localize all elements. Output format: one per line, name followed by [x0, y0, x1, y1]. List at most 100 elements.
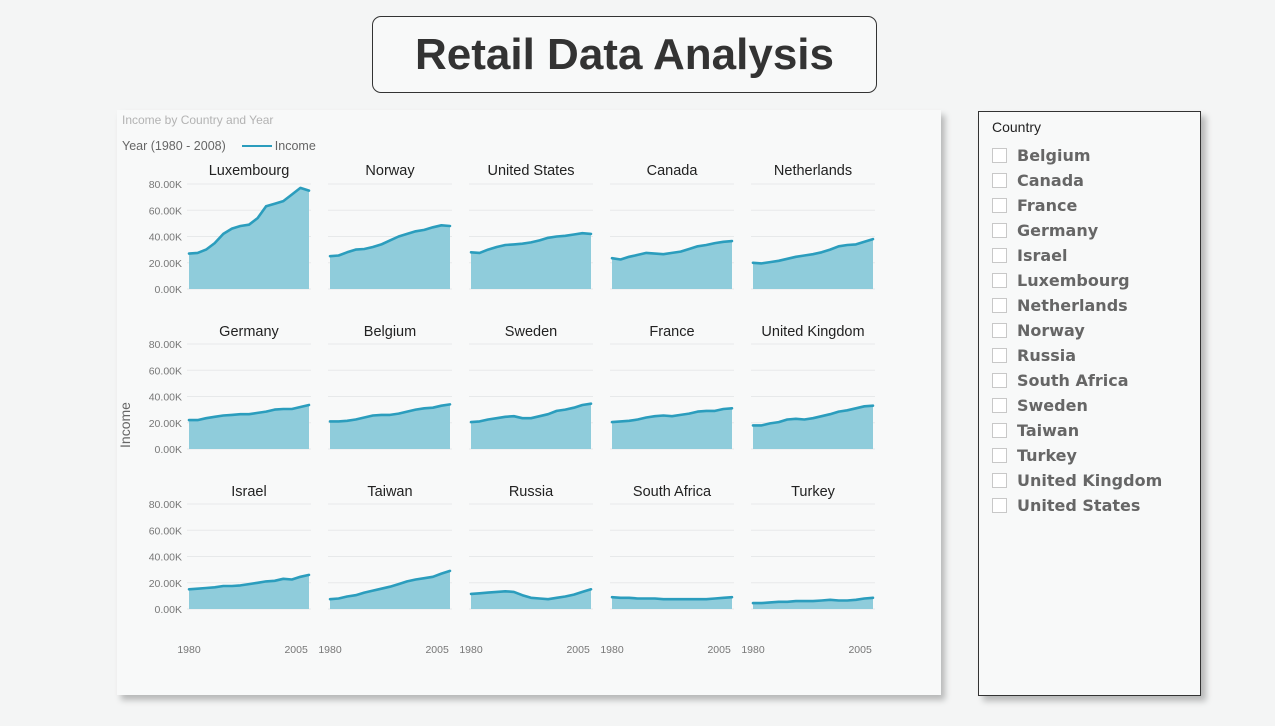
area-series-russia: [471, 589, 591, 609]
slicer-item-label: Belgium: [1017, 146, 1091, 165]
y-tick-label: 60.00K: [149, 525, 182, 537]
y-tick-label: 40.00K: [149, 552, 182, 564]
x-tick-label: 1980: [318, 644, 342, 656]
y-tick-label: 40.00K: [149, 232, 182, 244]
slicer-checkbox[interactable]: [992, 148, 1007, 163]
small-multiples-area-chart[interactable]: Income by Country and Year Year (1980 - …: [117, 110, 941, 695]
x-tick-label: 2005: [707, 644, 731, 656]
panel-title: Russia: [509, 484, 554, 500]
slicer-checkbox[interactable]: [992, 423, 1007, 438]
panel-title: Norway: [365, 163, 415, 179]
slicer-item-label: Luxembourg: [1017, 271, 1130, 290]
area-series-luxembourg: [189, 187, 309, 289]
area-series-norway: [330, 225, 450, 289]
slicer-item-label: United Kingdom: [1017, 471, 1163, 490]
slicer-item[interactable]: Israel: [992, 243, 1162, 268]
slicer-checkbox[interactable]: [992, 273, 1007, 288]
legend-item[interactable]: Income: [274, 139, 316, 153]
slicer-list: Belgium Canada France Germany Israel Luxembou…: [992, 143, 1162, 518]
slicer-item-label: United States: [1017, 496, 1141, 515]
slicer-item-label: Russia: [1017, 346, 1077, 365]
slicer-checkbox[interactable]: [992, 223, 1007, 238]
line-series-netherlands: [751, 237, 875, 265]
y-tick-label: 40.00K: [149, 392, 182, 404]
panel-title: Sweden: [505, 324, 557, 340]
slicer-item-label: Sweden: [1017, 396, 1088, 415]
panel-title: United Kingdom: [761, 324, 864, 340]
country-slicer[interactable]: Country Belgium Canada France Germany Israel…: [978, 111, 1201, 696]
slicer-checkbox[interactable]: [992, 173, 1007, 188]
slicer-item[interactable]: Norway: [992, 318, 1162, 343]
legend-swatch: [241, 145, 272, 147]
line-series-united-states: [469, 231, 593, 255]
slicer-checkbox[interactable]: [992, 348, 1007, 363]
panel-title: Turkey: [791, 484, 836, 500]
slicer-checkbox[interactable]: [992, 398, 1007, 413]
slicer-checkbox[interactable]: [992, 473, 1007, 488]
area-series-france: [612, 408, 732, 449]
chart-header: Income by Country and Year: [122, 113, 274, 127]
panel-title: Taiwan: [367, 484, 412, 500]
slicer-item[interactable]: Russia: [992, 343, 1162, 368]
area-series-netherlands: [753, 239, 873, 289]
x-tick-label: 1980: [459, 644, 483, 656]
chart-canvas: 0.00K 20.00K 40.00K 60.00K 80.00K 0.00K 20.00K…: [149, 163, 875, 656]
page-title-box: Retail Data Analysis: [372, 16, 877, 93]
line-series-israel: [187, 573, 311, 591]
slicer-item[interactable]: South Africa: [992, 368, 1162, 393]
y-tick-label: 60.00K: [149, 205, 182, 217]
y-tick-label: 0.00K: [155, 604, 182, 616]
panel-title: Canada: [647, 163, 699, 179]
slicer-item[interactable]: Turkey: [992, 443, 1162, 468]
y-tick-label: 0.00K: [155, 284, 182, 296]
line-series-canada: [610, 239, 734, 261]
area-series-canada: [612, 241, 732, 289]
slicer-item-label: Germany: [1017, 221, 1099, 240]
y-tick-label: 80.00K: [149, 179, 182, 191]
line-series-luxembourg: [187, 186, 311, 255]
slicer-item-label: Israel: [1017, 246, 1068, 265]
line-series-taiwan: [328, 569, 452, 601]
slicer-item[interactable]: Taiwan: [992, 418, 1162, 443]
line-series-france: [610, 407, 734, 424]
y-tick-label: 20.00K: [149, 258, 182, 270]
panel-title: South Africa: [633, 484, 712, 500]
slicer-item-label: Norway: [1017, 321, 1085, 340]
slicer-item[interactable]: Sweden: [992, 393, 1162, 418]
panel-title: Netherlands: [774, 163, 852, 179]
slicer-item[interactable]: Belgium: [992, 143, 1162, 168]
area-series-sweden: [471, 403, 591, 449]
panel-title: France: [649, 324, 694, 340]
slicer-item[interactable]: Canada: [992, 168, 1162, 193]
panel-title: Israel: [231, 484, 266, 500]
slicer-item[interactable]: United Kingdom: [992, 468, 1162, 493]
slicer-item[interactable]: Netherlands: [992, 293, 1162, 318]
x-tick-label: 2005: [284, 644, 308, 656]
slicer-item[interactable]: Luxembourg: [992, 268, 1162, 293]
slicer-checkbox[interactable]: [992, 373, 1007, 388]
slicer-checkbox[interactable]: [992, 248, 1007, 263]
line-series-turkey: [751, 596, 875, 605]
line-series-south-africa: [610, 595, 734, 601]
area-series-belgium: [330, 404, 450, 449]
line-series-norway: [328, 224, 452, 258]
slicer-checkbox[interactable]: [992, 448, 1007, 463]
slicer-item[interactable]: Germany: [992, 218, 1162, 243]
slicer-item-label: Taiwan: [1017, 421, 1080, 440]
slicer-checkbox[interactable]: [992, 498, 1007, 513]
x-tick-label: 2005: [425, 644, 449, 656]
y-tick-label: 80.00K: [149, 499, 182, 511]
panel-title: United States: [487, 163, 574, 179]
x-tick-label: 1980: [177, 644, 201, 656]
slicer-checkbox[interactable]: [992, 298, 1007, 313]
slicer-item[interactable]: United States: [992, 493, 1162, 518]
slicer-item[interactable]: France: [992, 193, 1162, 218]
slicer-item-label: France: [1017, 196, 1078, 215]
area-series-taiwan: [330, 570, 450, 609]
slicer-item-label: Turkey: [1017, 446, 1077, 465]
slicer-item-label: Netherlands: [1017, 296, 1128, 315]
slicer-title: Country: [992, 119, 1042, 135]
y-tick-label: 20.00K: [149, 418, 182, 430]
slicer-checkbox[interactable]: [992, 323, 1007, 338]
slicer-checkbox[interactable]: [992, 198, 1007, 213]
